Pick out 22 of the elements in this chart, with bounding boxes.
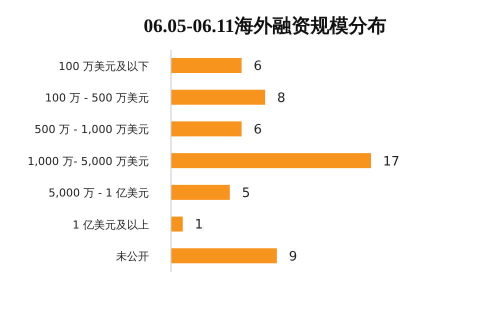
data-label: 17 bbox=[383, 154, 400, 170]
data-label: 1 bbox=[194, 218, 204, 233]
y-tick-label: 1,000 万- 5,000 万美元 bbox=[28, 154, 149, 168]
y-tick-label: 500 万 - 1,000 万美元 bbox=[34, 123, 149, 136]
bar bbox=[171, 184, 230, 200]
bar bbox=[171, 153, 371, 168]
chart-title: 06.05-06.11海外融资规模分布 bbox=[142, 15, 388, 39]
y-tick-label: 5,000 万 - 1 亿美元 bbox=[48, 186, 149, 200]
y-tick-label: 1 亿美元及以上 bbox=[72, 218, 149, 232]
y-tick-label: 100 万 - 500 万美元 bbox=[45, 91, 149, 104]
bar bbox=[171, 121, 242, 136]
bar bbox=[171, 216, 183, 232]
y-tick-label: 100 万美元及以下 bbox=[58, 60, 149, 73]
bar bbox=[171, 248, 277, 264]
y-tick-label: 未公开 bbox=[116, 250, 149, 264]
data-label: 9 bbox=[288, 249, 298, 264]
data-label: 6 bbox=[254, 59, 262, 74]
data-label: 8 bbox=[277, 90, 286, 106]
data-label: 6 bbox=[254, 122, 262, 138]
bar bbox=[171, 58, 242, 73]
data-label: 5 bbox=[242, 186, 250, 201]
bar bbox=[171, 90, 266, 105]
